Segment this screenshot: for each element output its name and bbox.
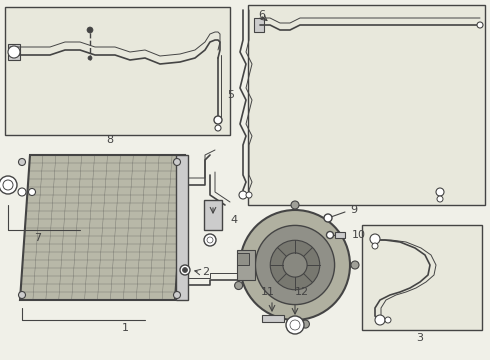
Polygon shape — [20, 155, 185, 300]
Circle shape — [3, 180, 13, 190]
Circle shape — [436, 188, 444, 196]
Circle shape — [385, 317, 391, 323]
Circle shape — [0, 176, 17, 194]
Circle shape — [239, 191, 247, 199]
Circle shape — [477, 22, 483, 28]
Bar — [8, 44, 20, 60]
Circle shape — [214, 116, 222, 124]
Circle shape — [370, 234, 380, 244]
Text: 12: 12 — [295, 287, 309, 297]
Bar — [204, 200, 222, 230]
Circle shape — [240, 210, 350, 320]
Text: 2: 2 — [202, 267, 209, 277]
Circle shape — [18, 188, 26, 196]
Bar — [237, 250, 255, 280]
Bar — [362, 225, 482, 330]
Circle shape — [324, 214, 332, 222]
Circle shape — [8, 46, 20, 58]
Circle shape — [270, 240, 320, 290]
Circle shape — [180, 265, 190, 275]
Text: 6: 6 — [258, 10, 265, 20]
Bar — [335, 232, 345, 238]
Bar — [176, 155, 188, 300]
Text: 8: 8 — [106, 135, 114, 145]
Circle shape — [351, 261, 359, 269]
Text: 3: 3 — [416, 333, 423, 343]
Circle shape — [286, 316, 304, 334]
Circle shape — [173, 292, 180, 298]
Circle shape — [19, 292, 25, 298]
Bar — [262, 315, 284, 322]
Circle shape — [290, 320, 300, 330]
Bar — [5, 7, 230, 135]
Circle shape — [204, 234, 216, 246]
Text: 10: 10 — [352, 230, 366, 240]
Text: 11: 11 — [261, 287, 275, 297]
Circle shape — [182, 267, 188, 273]
Text: 1: 1 — [122, 323, 128, 333]
Circle shape — [301, 320, 309, 328]
Text: 9: 9 — [350, 205, 357, 215]
Bar — [254, 18, 264, 32]
Bar — [237, 253, 249, 265]
Circle shape — [88, 56, 92, 60]
Circle shape — [173, 158, 180, 166]
Circle shape — [28, 189, 35, 195]
Circle shape — [207, 237, 213, 243]
Circle shape — [326, 231, 334, 238]
Circle shape — [291, 201, 299, 209]
Text: 4: 4 — [230, 215, 237, 225]
Circle shape — [19, 158, 25, 166]
Circle shape — [246, 192, 252, 198]
Circle shape — [375, 315, 385, 325]
Circle shape — [372, 243, 378, 249]
Bar — [248, 5, 485, 205]
Circle shape — [235, 282, 243, 289]
Circle shape — [283, 253, 307, 277]
Text: 5: 5 — [227, 90, 234, 100]
Circle shape — [87, 27, 93, 33]
Circle shape — [255, 225, 335, 305]
Text: 7: 7 — [34, 233, 42, 243]
Circle shape — [215, 125, 221, 131]
Circle shape — [437, 196, 443, 202]
